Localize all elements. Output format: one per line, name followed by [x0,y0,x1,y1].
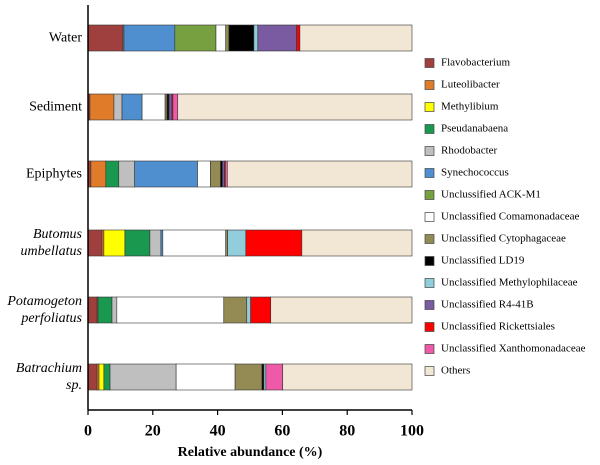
legend-label: Rhodobacter [441,145,498,157]
bar-segment [98,363,105,391]
legend-label: Luteolibacter [441,79,500,91]
legend-swatch [424,168,435,178]
bar-segment [177,93,413,121]
bar-segment [270,296,413,324]
y-tick-label: Potamogeton perfoliatus [7,294,82,326]
bar-segment [134,160,198,188]
bar-segment [210,160,221,188]
bar-segment [296,24,301,52]
bar-segment [172,93,179,121]
bar-segment [227,160,413,188]
bar-segment [245,229,303,257]
bar-segment [90,160,107,188]
x-tick-label: 40 [210,423,226,440]
legend-label: Unclassified Rickettsiales [441,321,555,333]
bar-segment [257,24,297,52]
y-tick-label: Epiphytes [26,166,82,182]
bar-segment [105,160,120,188]
bar-segment [234,363,263,391]
legend-label: Unclassified R4-41B [441,299,534,311]
legend-swatch [424,146,435,156]
bar-segment [225,24,230,52]
legend-swatch [424,256,435,266]
x-tick-label: 80 [339,423,355,440]
x-tick-label: 60 [274,423,290,440]
x-tick-label: 20 [145,423,161,440]
bar-segment [301,229,413,257]
bar-segment [103,229,126,257]
bar-segment [103,363,111,391]
legend-label: Unclassified Cytophagaceae [441,233,566,245]
bar-segment [227,229,247,257]
legend-swatch [424,58,435,68]
bar-segment [168,93,173,121]
x-tick-label: 100 [400,423,424,440]
bar-segment [97,296,113,324]
legend-label: Unclassified LD19 [441,255,525,267]
legend-label: Unclussified ACK-M1 [441,189,541,201]
legend-label: Synechococcus [441,167,509,179]
legend-label: Unclassified Xanthomonadaceae [441,343,586,355]
bar-segment [265,363,284,391]
bar-segment [299,24,413,52]
y-tick-label: Butomus umbellatus [20,227,82,259]
bar-segment [116,296,225,324]
x-axis-title: Relative abundance (%) [178,445,323,460]
y-tick-label: Sediment [29,99,82,115]
bar-segment [228,24,255,52]
bar-segment [246,296,251,324]
legend-swatch [424,212,435,222]
bar-segment [141,93,166,121]
bar-segment [175,363,236,391]
legend-label: Methylibium [441,101,499,113]
bar-segment [197,160,211,188]
legend-swatch [424,278,435,288]
legend-label: Unclassified Comamonadaceae [441,211,579,223]
bar-segment [87,363,98,391]
bar-segment [118,160,135,188]
legend-label: Unclassified Methylophilaceae [441,277,578,289]
bar-segment [87,296,98,324]
y-tick-label: Water [48,30,82,46]
bar-segment [282,363,413,391]
bar-segment [111,296,118,324]
bar-segment [124,229,151,257]
bar-segment [123,24,176,52]
legend-label: Flavobacterium [441,57,510,69]
legend-label: Others [441,365,470,377]
legend-swatch [424,190,435,200]
bar-segment [250,296,272,324]
legend-swatch [424,234,435,244]
y-tick-label: Batrachium sp. [15,361,82,393]
bar-segment [174,24,217,52]
legend-swatch [424,366,435,376]
bar-segment [121,93,143,121]
bar-segment [109,363,177,391]
legend-swatch [424,102,435,112]
x-tick-label: 0 [84,423,92,440]
bar-segment [89,93,115,121]
legend-swatch [424,80,435,90]
bar-segment [223,296,248,324]
bar-segment [162,229,226,257]
bar-segment [149,229,162,257]
legend-swatch [424,344,435,354]
bar-segment [87,229,103,257]
bar-segment [113,93,123,121]
bar-segment [215,24,226,52]
legend-swatch [424,300,435,310]
bar-segment [253,24,259,52]
legend-label: Pseudanabaena [441,123,508,135]
legend-swatch [424,322,435,332]
legend-swatch [424,124,435,134]
bar-segment [87,24,124,52]
